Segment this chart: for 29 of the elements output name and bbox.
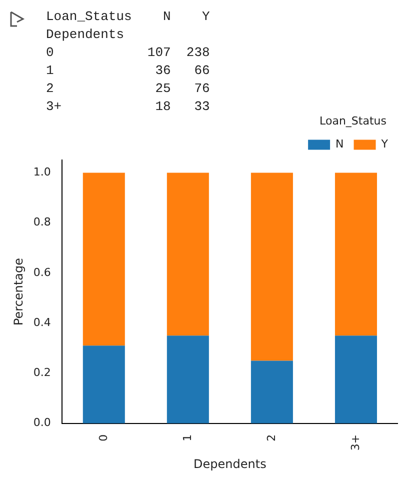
text: 2 25 76 (46, 80, 210, 98)
legend-title: Loan_Status (320, 114, 387, 128)
bar (82, 346, 125, 424)
bar (334, 172, 377, 336)
text: 0 107 238 (46, 44, 210, 62)
bar (250, 360, 293, 424)
x-tick-label: 2 (264, 434, 278, 442)
y-tick-label: 0.2 (33, 366, 51, 380)
y-tick-label: 0.0 (33, 416, 51, 430)
bar (250, 172, 293, 361)
text: Loan_Status N Y (46, 8, 210, 26)
text: Dependents (46, 26, 126, 44)
bar (82, 172, 125, 346)
bar (334, 336, 377, 424)
y-tick-label: 1.0 (33, 166, 51, 179)
y-tick-label: 0.4 (33, 316, 51, 329)
bar (166, 336, 209, 424)
x-tick-label: 0 (96, 434, 110, 442)
x-tick-label: 3+ (348, 434, 362, 451)
text: 3+ 18 33 (46, 98, 210, 116)
legend-label: N (336, 138, 344, 151)
y-tick-label: 0.6 (33, 266, 51, 279)
text: 1 36 66 (46, 62, 210, 80)
x-axis-title: Dependents (194, 456, 266, 471)
y-axis-title: Percentage (11, 258, 26, 326)
bar (166, 172, 209, 336)
y-tick-label: 0.8 (33, 216, 51, 229)
x-tick-label: 1 (180, 434, 194, 442)
legend-label: Y (380, 138, 388, 151)
